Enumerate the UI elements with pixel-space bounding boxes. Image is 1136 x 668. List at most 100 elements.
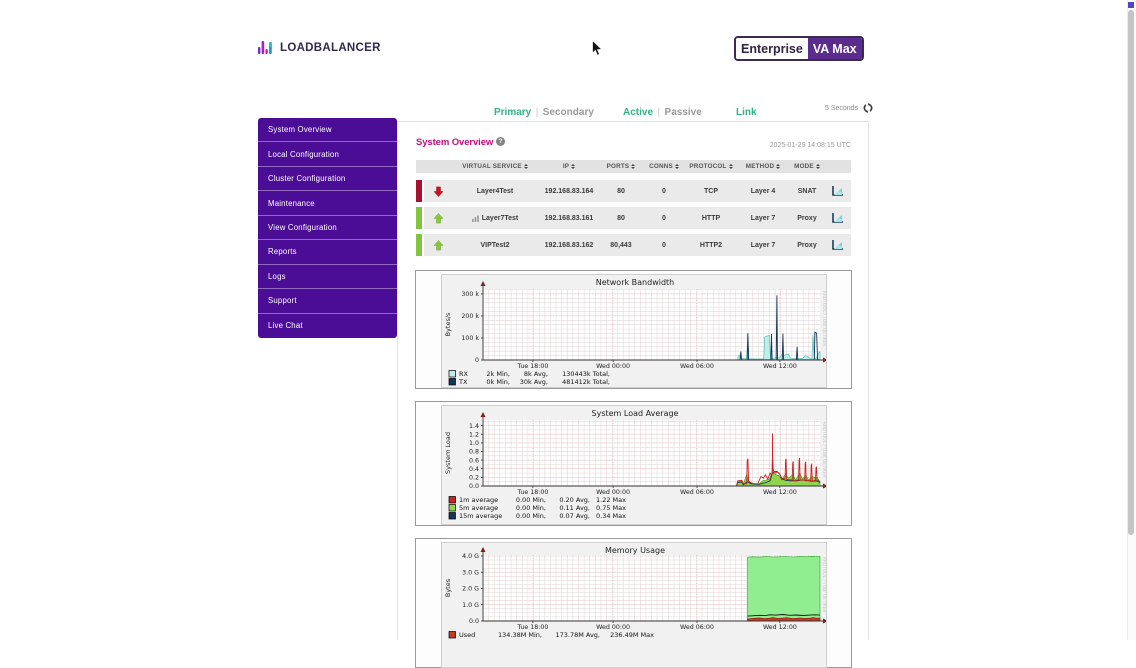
sort-icon[interactable] [674, 164, 679, 169]
sidebar-item-cluster-configuration[interactable]: Cluster Configuration [258, 166, 397, 192]
cell-protocol: TCP [686, 180, 736, 202]
help-icon[interactable]: ? [496, 137, 505, 146]
ha-active: Active [623, 107, 654, 118]
logo-text: LOADBALANCER [280, 42, 381, 54]
column-header-virtual-service[interactable]: VIRTUAL SERVICE [452, 160, 538, 173]
loadbalancer-logo[interactable]: LOADBALANCER [258, 40, 381, 56]
sidebar-item-view-configuration[interactable]: View Configuration [258, 215, 397, 241]
column-header-ip[interactable]: IP [538, 160, 600, 173]
cell-protocol: HTTP [686, 207, 736, 229]
cell-mode: Proxy [790, 207, 824, 229]
svg-text:RRDTOOL / TOBI OETIKER: RRDTOOL / TOBI OETIKER [821, 291, 826, 346]
refresh-control[interactable]: 5 Seconds [825, 103, 873, 113]
svg-text:5m average: 5m average [459, 504, 498, 512]
column-header-mode[interactable]: MODE [790, 160, 824, 173]
sort-icon[interactable] [631, 164, 636, 169]
column-header-method[interactable]: METHOD [736, 160, 790, 173]
cell-ports: 80,443 [600, 234, 642, 256]
svg-text:Tue 18:00: Tue 18:00 [516, 363, 548, 370]
status-up-icon [432, 212, 444, 223]
sidebar-item-reports[interactable]: Reports [258, 240, 397, 265]
svg-text:Network Bandwidth: Network Bandwidth [596, 278, 675, 287]
svg-text:1.0: 1.0 [469, 440, 479, 447]
table-row-viptest2[interactable]: VIPTest2 192.168.83.162 80,443 0 HTTP2 Layer … [416, 234, 851, 256]
link-label: Link [736, 107, 757, 118]
svg-text:236.49M Max: 236.49M Max [610, 631, 654, 639]
svg-text:0.0: 0.0 [469, 618, 479, 625]
svg-text:1.22 Max: 1.22 Max [596, 496, 626, 504]
scrollbar-thumb[interactable] [1128, 10, 1134, 535]
sidebar-item-live-chat[interactable]: Live Chat [258, 313, 397, 338]
sort-icon[interactable] [571, 164, 576, 169]
svg-text:2k Min,: 2k Min, [486, 370, 510, 378]
status-up-icon [432, 239, 444, 250]
sort-icon[interactable] [776, 164, 781, 169]
svg-text:200 k: 200 k [461, 313, 479, 320]
svg-text:Wed 06:00: Wed 06:00 [680, 624, 714, 631]
graph-icon[interactable] [831, 185, 844, 197]
ha-inactive: Passive [664, 107, 702, 118]
table-row-layer4test[interactable]: Layer4Test 192.168.83.164 80 0 TCP Layer 4 SNA… [416, 180, 851, 202]
column-header-ports[interactable]: PORTS [600, 160, 642, 173]
svg-text:1.4: 1.4 [469, 423, 479, 430]
svg-text:Wed 00:00: Wed 00:00 [596, 624, 630, 631]
svg-text:Wed 12:00: Wed 12:00 [763, 363, 797, 370]
graph-icon[interactable] [831, 212, 844, 224]
svg-text:0.11 Avg,: 0.11 Avg, [559, 504, 590, 512]
cell-ip: 192.168.83.162 [538, 234, 600, 256]
svg-text:134.38M Min,: 134.38M Min, [498, 631, 542, 639]
sidebar-item-maintenance[interactable]: Maintenance [258, 191, 397, 216]
svg-text:4.0 G: 4.0 G [462, 553, 479, 560]
memory-usage-panel: 0.0 1.0 G 2.0 G 3.0 G 4.0 G Tue 18:00 Wed 00:0… [415, 538, 852, 668]
table-row-layer7test[interactable]: Layer7Test 192.168.83.161 80 0 HTTP Layer 7 Pr… [416, 207, 851, 229]
status-bar [416, 180, 422, 202]
cell-virtual-service: Layer4Test [452, 180, 538, 202]
sidebar-item-local-configuration[interactable]: Local Configuration [258, 142, 397, 167]
sort-icon[interactable] [728, 164, 733, 169]
sort-icon[interactable] [815, 164, 820, 169]
status-arrow [424, 207, 452, 229]
column-header-conns[interactable]: CONNS [642, 160, 686, 173]
svg-text:System Load: System Load [444, 432, 452, 474]
stats-mini-icon [471, 215, 479, 222]
svg-text:Wed 00:00: Wed 00:00 [596, 363, 630, 370]
scrollbar-top-button[interactable] [1128, 2, 1134, 8]
svg-text:Used: Used [459, 631, 475, 639]
svg-text:1.2: 1.2 [469, 431, 479, 438]
network-bandwidth-chart: 0 100 k 200 k 300 k Tue 18:00 Wed 00:00 Wed 06… [441, 274, 827, 388]
cell-virtual-service: VIPTest2 [452, 234, 538, 256]
svg-text:130443k Total,: 130443k Total, [562, 370, 610, 378]
svg-text:0.8: 0.8 [469, 449, 479, 456]
graph-icon[interactable] [831, 239, 844, 251]
svg-text:0.2: 0.2 [469, 475, 479, 482]
sidebar-item-support[interactable]: Support [258, 289, 397, 314]
svg-text:0.75 Max: 0.75 Max [596, 504, 626, 512]
svg-text:15m average: 15m average [459, 512, 502, 520]
network-bandwidth-panel: 0 100 k 200 k 300 k Tue 18:00 Wed 00:00 Wed 06… [415, 270, 852, 389]
svg-text:0.00 Min,: 0.00 Min, [516, 512, 546, 520]
column-header-protocol[interactable]: PROTOCOL [686, 160, 736, 173]
svg-text:Bytes/s: Bytes/s [444, 312, 452, 336]
cell-method: Layer 7 [736, 234, 790, 256]
refresh-icon[interactable] [863, 103, 873, 113]
system-load-chart: 0.0 0.2 0.4 0.6 0.8 1.0 1.2 1.4 Tue 18:00 Wed 00:… [441, 405, 827, 525]
cell-conns: 0 [642, 234, 686, 256]
svg-text:300 k: 300 k [461, 291, 479, 298]
sort-icon[interactable] [523, 164, 528, 169]
svg-text:RRDTOOL / TOBI OETIKER: RRDTOOL / TOBI OETIKER [821, 422, 826, 477]
svg-text:Tue 18:00: Tue 18:00 [516, 624, 548, 631]
table-header: VIRTUAL SERVICE IP PORTS CONNS PROTOCOL METHO… [416, 160, 851, 173]
sidebar-item-logs[interactable]: Logs [258, 264, 397, 290]
cell-ip: 192.168.83.164 [538, 180, 600, 202]
svg-text:2.0 G: 2.0 G [462, 586, 479, 593]
cell-protocol: HTTP2 [686, 234, 736, 256]
svg-text:0k Min,: 0k Min, [486, 378, 510, 386]
product-badge: Enterprise VA Max [734, 36, 864, 61]
svg-text:3.0 G: 3.0 G [462, 569, 479, 576]
cell-conns: 0 [642, 180, 686, 202]
timestamp: 2025-01-29 14:08:15 UTC [769, 142, 851, 149]
sidebar-item-system-overview[interactable]: System Overview [258, 118, 397, 143]
svg-text:Memory Usage: Memory Usage [605, 546, 665, 555]
svg-text:8k Avg,: 8k Avg, [524, 370, 548, 378]
sidebar: System Overview Local Configuration Cluste… [258, 118, 397, 338]
